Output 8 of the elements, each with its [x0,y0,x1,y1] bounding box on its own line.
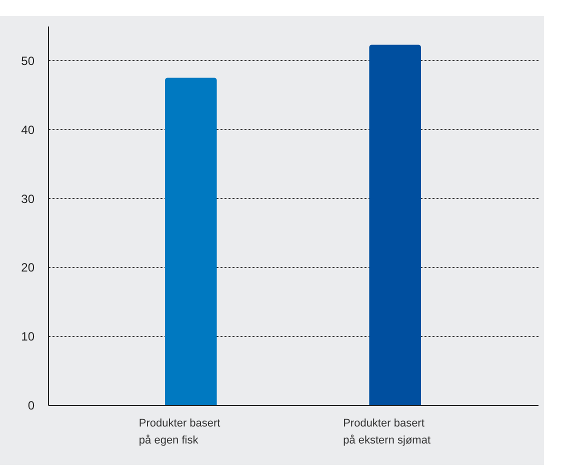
x-tick-label: Produkter basert på ekstern sjømat [343,418,431,446]
y-tick-label: 10 [21,330,35,344]
y-tick-label: 0 [28,398,35,412]
y-tick-label: 30 [21,192,35,206]
y-tick-label: 20 [21,260,35,275]
y-tick-label: 50 [21,54,35,68]
y-tick-label: 40 [21,122,35,137]
x-tick-label: Produkter basert på egen fisk [138,418,220,446]
